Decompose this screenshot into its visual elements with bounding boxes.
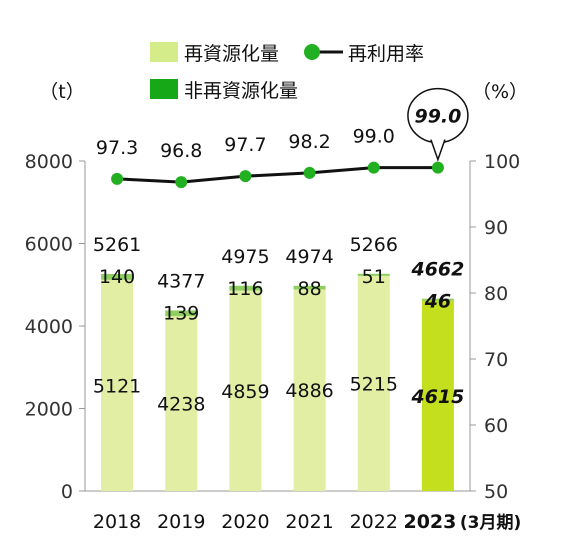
recycled-label: 4615 <box>410 386 464 408</box>
legend-marker-rate <box>304 44 320 60</box>
rate-marker <box>303 166 316 179</box>
left-tick-label: 6000 <box>25 234 73 256</box>
bar-non-recycled <box>229 285 262 291</box>
bar-recycled <box>101 279 134 491</box>
legend-label-rate: 再利用率 <box>348 43 424 65</box>
total-label: 5266 <box>350 234 398 256</box>
rate-marker <box>175 176 188 189</box>
category-label: 2022 <box>350 511 398 533</box>
bar-recycled <box>293 289 326 491</box>
rate-label: 97.3 <box>96 137 138 159</box>
left-tick-label: 8000 <box>25 151 73 173</box>
bar-non-recycled <box>293 285 326 290</box>
non-recycled-label: 139 <box>163 302 199 324</box>
rate-marker <box>431 161 444 174</box>
total-label: 5261 <box>93 234 141 256</box>
category-label: 2018 <box>93 511 141 533</box>
recycled-label: 4238 <box>157 394 205 416</box>
bar-recycled <box>421 300 454 491</box>
rate-marker <box>111 172 124 185</box>
non-recycled-label: 116 <box>227 278 263 300</box>
total-label: 4662 <box>410 259 464 281</box>
right-tick-label: 80 <box>484 283 508 305</box>
rate-callout-pointer <box>430 139 446 162</box>
right-tick-label: 90 <box>484 217 508 239</box>
bar-recycled <box>165 316 198 491</box>
recycled-label: 5215 <box>350 373 398 395</box>
total-label: 4974 <box>285 246 333 268</box>
right-tick-label: 60 <box>484 415 508 437</box>
right-tick-label: 100 <box>484 151 520 173</box>
rate-marker <box>367 161 380 174</box>
recycled-label: 5121 <box>93 375 141 397</box>
legend-label-non-recycled: 非再資源化量 <box>184 80 298 102</box>
rate-label: 96.8 <box>160 140 202 162</box>
non-recycled-label: 88 <box>297 278 321 300</box>
bar-recycled <box>229 290 262 491</box>
category-suffix-label: (3月期) <box>460 513 521 533</box>
right-tick-label: 50 <box>484 481 508 503</box>
rate-label: 98.2 <box>288 131 330 153</box>
non-recycled-label: 51 <box>362 266 386 288</box>
category-label: 2021 <box>285 511 333 533</box>
category-label: 2023 <box>403 511 456 533</box>
recycled-label: 4859 <box>221 381 269 403</box>
bar-non-recycled <box>357 273 390 276</box>
non-recycled-label: 140 <box>99 266 135 288</box>
left-tick-label: 0 <box>61 481 73 503</box>
rate-label: 99.0 <box>353 126 395 148</box>
total-label: 4377 <box>157 270 205 292</box>
rate-label: 99.0 <box>414 106 461 128</box>
left-tick-label: 2000 <box>25 399 73 421</box>
category-label: 2019 <box>157 511 205 533</box>
legend-label-recycled: 再資源化量 <box>184 43 279 65</box>
rate-marker <box>239 170 252 183</box>
category-label: 2020 <box>221 511 269 533</box>
rate-label: 97.7 <box>224 134 266 156</box>
recycled-label: 4886 <box>285 380 333 402</box>
legend-swatch-recycled <box>150 42 178 62</box>
bar-non-recycled <box>101 273 134 280</box>
legend-swatch-non-recycled <box>150 79 178 99</box>
right-axis-unit: （%） <box>472 81 528 103</box>
total-label: 4975 <box>221 246 269 268</box>
right-tick-label: 70 <box>484 349 508 371</box>
left-axis-unit: （t） <box>39 81 84 103</box>
left-tick-label: 4000 <box>25 316 73 338</box>
rate-line <box>117 166 438 184</box>
non-recycled-label: 46 <box>424 291 451 313</box>
bar-non-recycled <box>421 298 454 301</box>
bar-non-recycled <box>165 310 198 317</box>
bar-recycled <box>357 275 390 491</box>
